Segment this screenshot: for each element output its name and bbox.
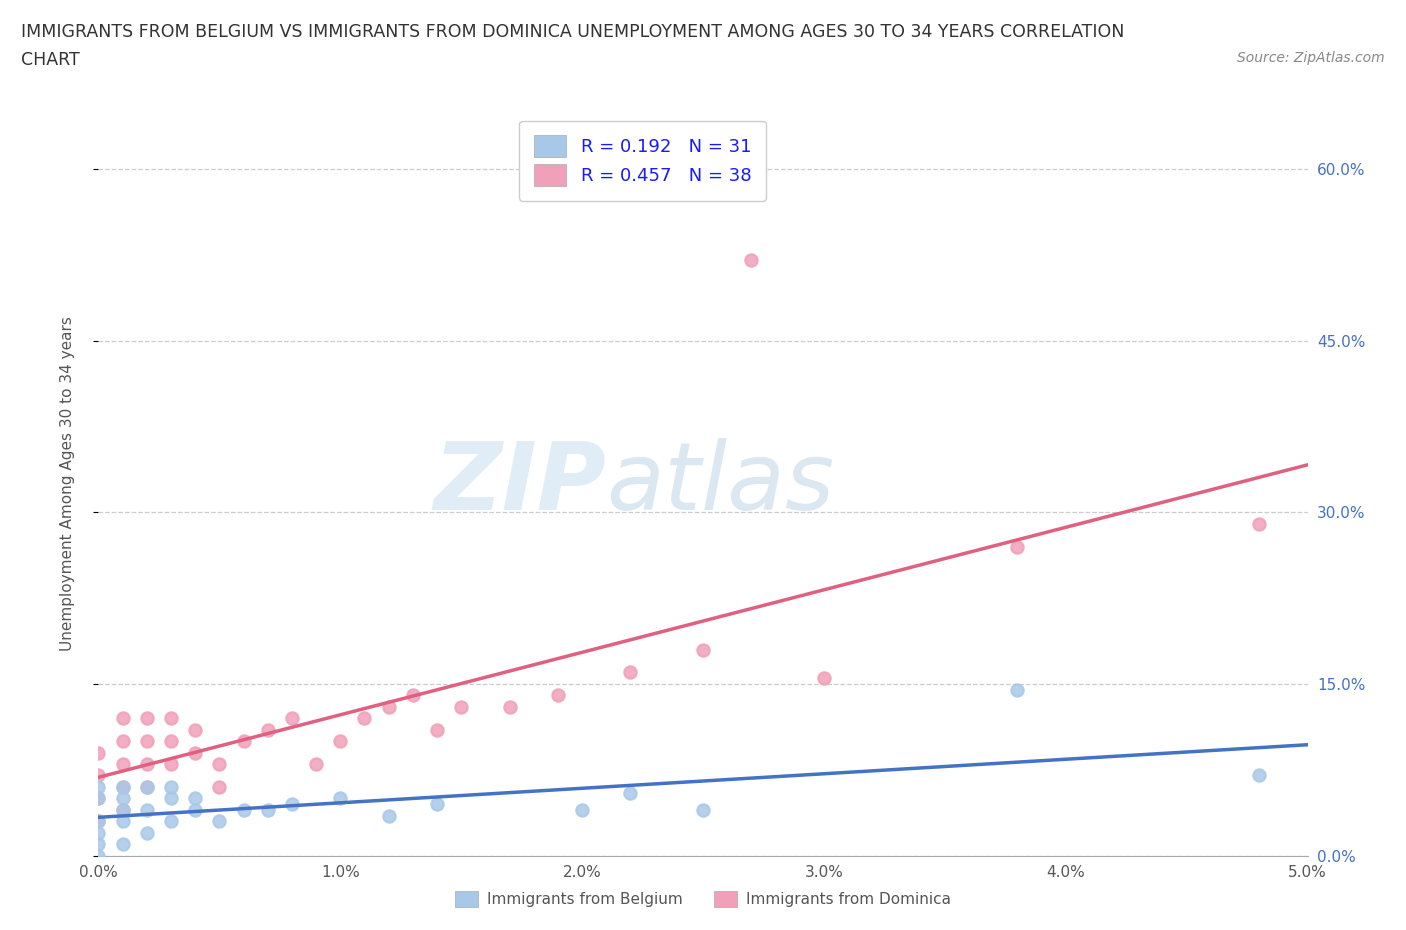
Point — [619, 785, 641, 800]
Point — [281, 711, 304, 725]
Point — [184, 723, 207, 737]
Point — [813, 671, 835, 685]
Point — [208, 779, 231, 794]
Point — [329, 734, 352, 749]
Text: Source: ZipAtlas.com: Source: ZipAtlas.com — [1237, 51, 1385, 65]
Point — [1249, 516, 1271, 531]
Point — [1007, 683, 1029, 698]
Point — [256, 723, 278, 737]
Point — [160, 779, 183, 794]
Point — [135, 711, 157, 725]
Point — [402, 688, 425, 703]
Point — [87, 848, 110, 863]
Point — [184, 790, 207, 805]
Point — [208, 814, 231, 829]
Point — [619, 665, 641, 680]
Text: CHART: CHART — [21, 51, 80, 69]
Point — [547, 688, 569, 703]
Point — [426, 723, 449, 737]
Text: atlas: atlas — [606, 438, 835, 529]
Point — [111, 779, 134, 794]
Point — [111, 757, 134, 772]
Point — [184, 803, 207, 817]
Point — [377, 699, 399, 714]
Y-axis label: Unemployment Among Ages 30 to 34 years: Unemployment Among Ages 30 to 34 years — [60, 316, 75, 651]
Text: ZIP: ZIP — [433, 438, 606, 529]
Point — [135, 757, 157, 772]
Point — [135, 779, 157, 794]
Point — [256, 803, 278, 817]
Point — [111, 779, 134, 794]
Point — [111, 711, 134, 725]
Point — [111, 734, 134, 749]
Point — [111, 790, 134, 805]
Point — [740, 253, 762, 268]
Point — [87, 745, 110, 760]
Point — [111, 803, 134, 817]
Point — [160, 814, 183, 829]
Legend: Immigrants from Belgium, Immigrants from Dominica: Immigrants from Belgium, Immigrants from… — [449, 884, 957, 913]
Point — [571, 803, 593, 817]
Point — [87, 779, 110, 794]
Point — [1007, 539, 1029, 554]
Point — [692, 803, 714, 817]
Point — [353, 711, 375, 725]
Point — [160, 734, 183, 749]
Point — [87, 814, 110, 829]
Point — [692, 642, 714, 657]
Point — [87, 814, 110, 829]
Point — [329, 790, 352, 805]
Point — [232, 734, 254, 749]
Point — [87, 790, 110, 805]
Point — [1249, 768, 1271, 783]
Point — [135, 779, 157, 794]
Point — [450, 699, 472, 714]
Point — [135, 825, 157, 840]
Point — [305, 757, 328, 772]
Point — [111, 803, 134, 817]
Legend: R = 0.192   N = 31, R = 0.457   N = 38: R = 0.192 N = 31, R = 0.457 N = 38 — [519, 121, 766, 201]
Point — [160, 790, 183, 805]
Point — [111, 814, 134, 829]
Point — [135, 734, 157, 749]
Point — [87, 790, 110, 805]
Point — [377, 808, 399, 823]
Point — [281, 797, 304, 812]
Text: IMMIGRANTS FROM BELGIUM VS IMMIGRANTS FROM DOMINICA UNEMPLOYMENT AMONG AGES 30 T: IMMIGRANTS FROM BELGIUM VS IMMIGRANTS FR… — [21, 23, 1125, 41]
Point — [87, 768, 110, 783]
Point — [232, 803, 254, 817]
Point — [135, 803, 157, 817]
Point — [426, 797, 449, 812]
Point — [208, 757, 231, 772]
Point — [87, 837, 110, 852]
Point — [111, 837, 134, 852]
Point — [184, 745, 207, 760]
Point — [87, 825, 110, 840]
Point — [498, 699, 520, 714]
Point — [160, 757, 183, 772]
Point — [160, 711, 183, 725]
